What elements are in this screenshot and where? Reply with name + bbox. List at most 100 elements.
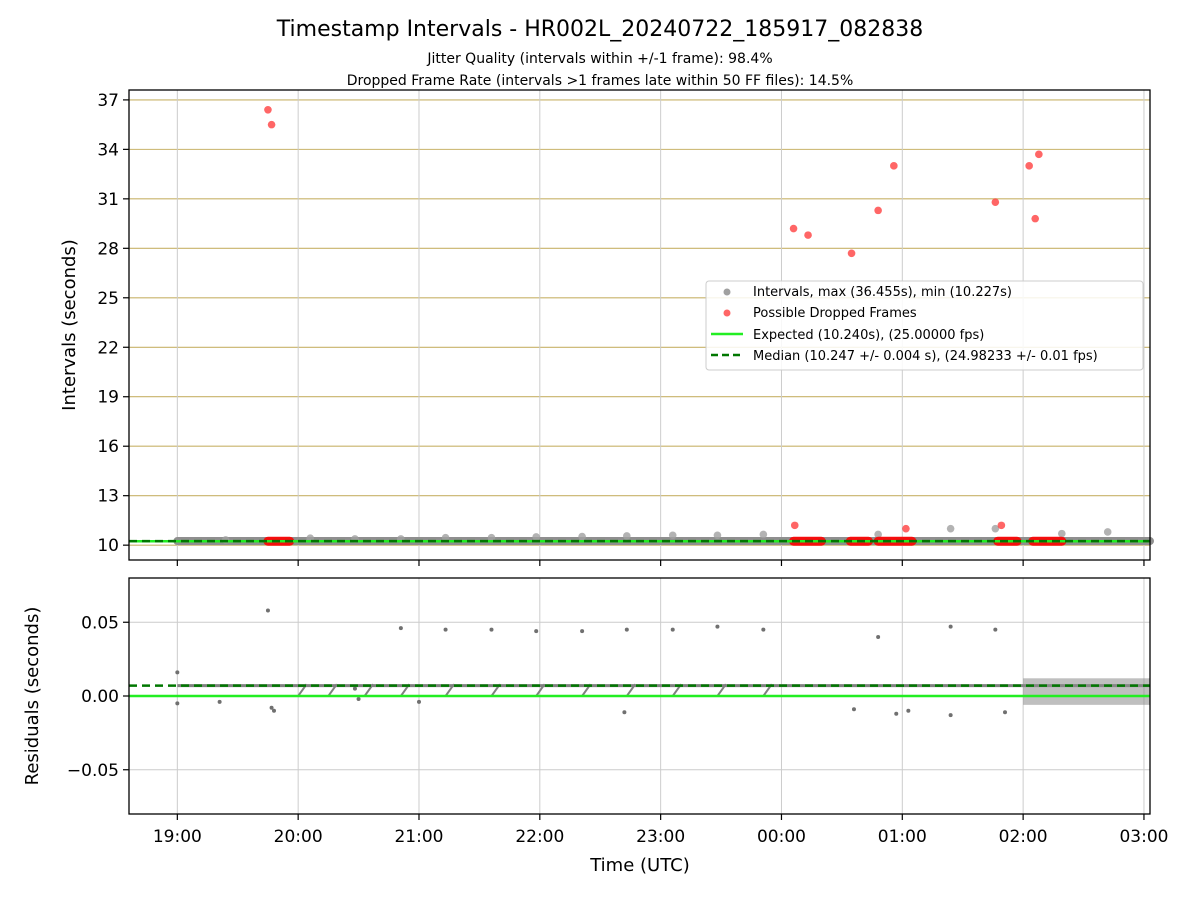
residual-point-17	[269, 705, 274, 710]
xtick-label-1: 20:00	[274, 827, 323, 847]
intervals-y-axis-label: Intervals (seconds)	[59, 239, 80, 411]
dropped-point-1	[267, 120, 276, 129]
interval-point-14	[991, 524, 1000, 533]
interval-point-10	[713, 531, 722, 540]
residual-point-2	[217, 699, 222, 704]
legend: Intervals, max (36.455s), min (10.227s) …	[705, 280, 1144, 371]
interval-point-11	[759, 530, 768, 539]
interval-point-8	[623, 532, 631, 540]
intervals-panel: 10 13 16 19 22 25 28 31 34 37 Intervals (seconds)…	[59, 89, 1154, 566]
residual-point-22	[851, 707, 856, 712]
x-axis-label: Time (UTC)	[589, 855, 690, 876]
residual-point-18	[271, 708, 276, 713]
intervals-ytick-label-8: 34	[97, 140, 119, 160]
residual-point-26	[1003, 710, 1008, 715]
residuals-ytick-label-0: −0.05	[67, 761, 119, 781]
intervals-ytick-label-6: 28	[97, 239, 119, 259]
intervals-x-ticks	[176, 560, 1145, 566]
residual-point-1	[175, 701, 180, 706]
intervals-ytick-label-4: 22	[97, 338, 119, 358]
residual-point-0	[175, 670, 180, 675]
legend-intervals-label: Intervals, max (36.455s), min (10.227s)	[753, 285, 1012, 300]
dropped-point-7	[991, 198, 1000, 206]
dropped-point-8	[1025, 162, 1033, 170]
residual-point-21	[622, 710, 627, 715]
chart-title: Timestamp Intervals - HR002L_20240722_18…	[276, 17, 923, 42]
residual-point-11	[670, 627, 675, 632]
interval-point-4	[441, 533, 450, 542]
residual-point-4	[352, 686, 357, 691]
legend-median-label: Median (10.247 +/- 0.004 s), (24.98233 +…	[753, 349, 1098, 364]
intervals-ytick-label-0: 10	[97, 536, 119, 556]
dropped-point-13	[997, 521, 1006, 530]
residual-point-25	[948, 713, 953, 718]
dropped-point-3	[804, 231, 812, 239]
residuals-noisy-region	[1023, 678, 1150, 705]
intervals-ytick-label-9: 37	[97, 91, 119, 111]
intervals-ytick-label-1: 13	[97, 487, 119, 507]
dropped-point-12	[902, 524, 910, 533]
dropped-point-10	[1035, 150, 1043, 159]
residual-point-24	[906, 708, 911, 713]
xtick-label-7: 02:00	[999, 827, 1048, 847]
residuals-ramp-4	[444, 683, 455, 697]
residuals-y-axis-label: Residuals (seconds)	[22, 607, 43, 786]
residual-point-3	[265, 608, 270, 613]
interval-point-9	[668, 531, 677, 540]
chart-subtitle-dropped: Dropped Frame Rate (intervals >1 frames …	[347, 73, 854, 89]
residuals-x-ticks: 19:00 20:00 21:00 22:00 23:00 00:00 01:00 02:00…	[153, 814, 1168, 847]
interval-point-15	[1057, 529, 1066, 538]
dropped-point-0	[264, 105, 272, 114]
xtick-label-4: 23:00	[636, 827, 685, 847]
residual-point-16	[993, 627, 998, 632]
legend-expected-label: Expected (10.240s), (25.00000 fps)	[753, 328, 984, 343]
residual-point-9	[580, 629, 585, 634]
residuals-ramp-2	[363, 683, 374, 697]
dropped-point-6	[890, 162, 898, 170]
residual-point-5	[398, 626, 403, 631]
legend-box	[705, 280, 1144, 371]
residual-point-12	[715, 624, 720, 629]
interval-point-5	[487, 533, 496, 542]
residuals-panel: −0.05 0.00 0.05 19:00 20:00 21:00 22:00 23:00 0…	[22, 577, 1168, 876]
residual-point-7	[489, 627, 494, 632]
residuals-reference-lines	[129, 684, 1150, 698]
residual-point-13	[761, 627, 766, 632]
interval-point-12	[874, 530, 882, 539]
dropped-point-2	[789, 224, 798, 233]
residual-point-19	[356, 696, 361, 701]
xtick-label-2: 21:00	[394, 827, 443, 847]
dropped-point-11	[790, 521, 799, 530]
dropped-point-4	[847, 249, 856, 258]
intervals-ytick-label-2: 16	[97, 437, 119, 457]
residuals-ramp-10	[716, 683, 727, 697]
residual-point-15	[948, 624, 953, 629]
interval-point-13	[946, 524, 955, 533]
intervals-ytick-label-7: 31	[97, 190, 119, 210]
dropped-point-9	[1031, 214, 1040, 223]
xtick-label-3: 22:00	[515, 827, 564, 847]
xtick-label-5: 00:00	[757, 827, 806, 847]
intervals-axes-frame	[128, 89, 1151, 561]
interval-point-6	[532, 533, 540, 541]
xtick-label-6: 01:00	[878, 827, 927, 847]
xtick-label-8: 03:00	[1119, 827, 1168, 847]
legend-dropped-marker	[723, 309, 731, 317]
residuals-ramp-1	[327, 683, 338, 697]
residual-point-10	[624, 627, 629, 632]
intervals-y-ticks: 10 13 16 19 22 25 28 31 34 37	[97, 91, 129, 556]
residual-point-6	[443, 627, 448, 632]
legend-dropped-label: Possible Dropped Frames	[753, 306, 917, 321]
residual-point-14	[876, 635, 881, 639]
residual-point-20	[416, 699, 421, 704]
residual-point-8	[534, 629, 539, 634]
dropped-point-5	[874, 206, 882, 215]
residuals-ytick-label-1: 0.00	[81, 687, 119, 707]
interval-point-16	[1103, 528, 1112, 536]
chart-subtitle-jitter: Jitter Quality (intervals within +/-1 fr…	[426, 51, 772, 67]
xtick-label-0: 19:00	[153, 827, 202, 847]
residuals-ytick-label-2: 0.05	[81, 613, 119, 633]
residuals-ramp-8	[626, 683, 637, 697]
